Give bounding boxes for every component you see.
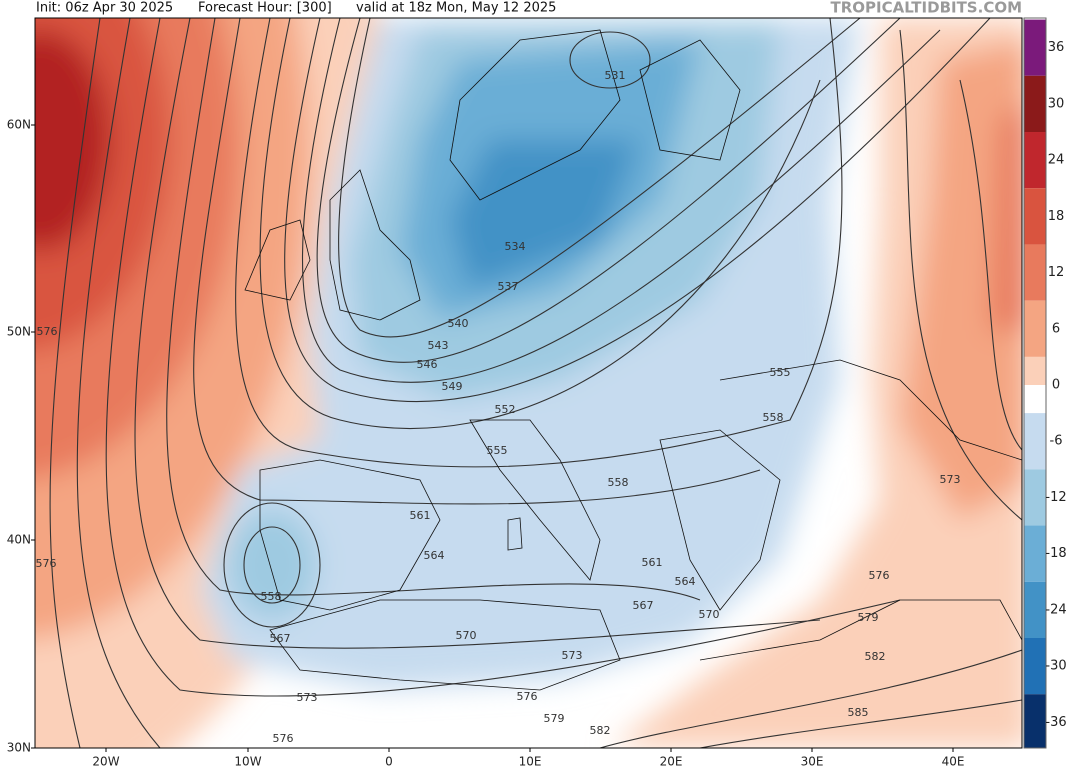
colorbar-band <box>1024 385 1046 414</box>
lon-label: 20E <box>660 755 683 769</box>
lat-label: 30N <box>7 741 31 755</box>
contour-label: 558 <box>608 476 629 489</box>
colorbar-band <box>1024 525 1046 582</box>
colorbar-band <box>1024 132 1046 189</box>
colorbar-label: 6 <box>1052 321 1060 336</box>
contour-label: 564 <box>424 549 445 562</box>
colorbar-band <box>1024 694 1046 748</box>
lon-label: 20W <box>92 755 119 769</box>
contour-label: 546 <box>417 358 438 371</box>
colorbar-label: 30 <box>1048 96 1065 111</box>
colorbar-label: 36 <box>1048 40 1065 55</box>
valid-time: valid at 18z Mon, May 12 2025 <box>356 1 556 16</box>
contour-label: 579 <box>544 712 565 725</box>
colorbar-band <box>1024 581 1046 638</box>
contour-label: 549 <box>442 380 463 393</box>
lon-label: 0 <box>385 755 393 769</box>
anomaly-shading <box>35 18 1022 748</box>
contour-label: 582 <box>590 724 611 737</box>
contour-label: 567 <box>633 599 654 612</box>
contour-label: 561 <box>642 556 663 569</box>
contour-label: 564 <box>675 575 696 588</box>
contour-label: 579 <box>858 611 879 624</box>
colorbar-label: -18 <box>1045 546 1066 561</box>
lat-label: 50N <box>7 325 31 339</box>
colorbar-band <box>1024 75 1046 133</box>
contour-label: 573 <box>562 649 583 662</box>
contour-label: 570 <box>699 608 720 621</box>
contour-label: 567 <box>270 632 291 645</box>
contour-label: 540 <box>448 317 469 330</box>
contour-label: 537 <box>498 280 519 293</box>
contour-label: 585 <box>848 706 869 719</box>
colorbar-band <box>1024 244 1046 301</box>
contour-label: 573 <box>940 473 961 486</box>
lat-label: 40N <box>7 533 31 547</box>
contour-label: 543 <box>428 339 449 352</box>
colorbar-label: -12 <box>1045 490 1066 505</box>
contour-label: 558 <box>763 411 784 424</box>
colorbar-label: 12 <box>1048 265 1065 280</box>
contour-label: 561 <box>410 509 431 522</box>
colorbar-band <box>1024 637 1046 695</box>
contour-label: 576 <box>517 690 538 703</box>
lon-label: 30E <box>801 755 824 769</box>
contour-label: 552 <box>495 403 516 416</box>
contour-label: 534 <box>505 240 526 253</box>
lon-label: 10E <box>519 755 542 769</box>
map-area <box>35 18 1022 748</box>
colorbar-band <box>1024 356 1046 385</box>
forecast-hour: Forecast Hour: [300] <box>198 1 332 16</box>
contour-label: 573 <box>297 691 318 704</box>
contour-label: 576 <box>37 325 58 338</box>
colorbar-band <box>1024 300 1046 357</box>
contour-label: 570 <box>456 629 477 642</box>
colorbar-frame <box>1023 17 1047 749</box>
contour-label: 558 <box>261 590 282 603</box>
init-time: Init: 06z Apr 30 2025 <box>36 1 173 16</box>
colorbar-band <box>1024 188 1046 245</box>
contour-label: 531 <box>605 69 626 82</box>
contour-label: 576 <box>36 557 57 570</box>
colorbar-label: 0 <box>1052 378 1060 393</box>
colorbar-band <box>1024 469 1046 526</box>
lon-label: 40E <box>942 755 965 769</box>
colorbar-label: 18 <box>1048 209 1065 224</box>
height-contours <box>49 18 1022 748</box>
brand: TROPICALTIDBITS.COM <box>831 0 1023 17</box>
colorbar-band <box>1024 413 1046 470</box>
contour-label: 555 <box>487 444 508 457</box>
contour-label: 582 <box>865 650 886 663</box>
colorbar-band <box>1024 19 1046 76</box>
contour-label: 576 <box>273 732 294 745</box>
map-frame <box>34 17 1023 749</box>
colorbar-label: 24 <box>1048 153 1065 168</box>
lat-label: 60N <box>7 118 31 132</box>
colorbar-label: -24 <box>1045 602 1066 617</box>
contour-label: 576 <box>869 569 890 582</box>
colorbar-label: -36 <box>1045 715 1066 730</box>
lon-label: 10W <box>234 755 261 769</box>
coastlines <box>244 29 1022 691</box>
colorbar-label: -6 <box>1050 434 1063 449</box>
contour-label: 555 <box>770 366 791 379</box>
colorbar-label: -30 <box>1045 659 1066 674</box>
